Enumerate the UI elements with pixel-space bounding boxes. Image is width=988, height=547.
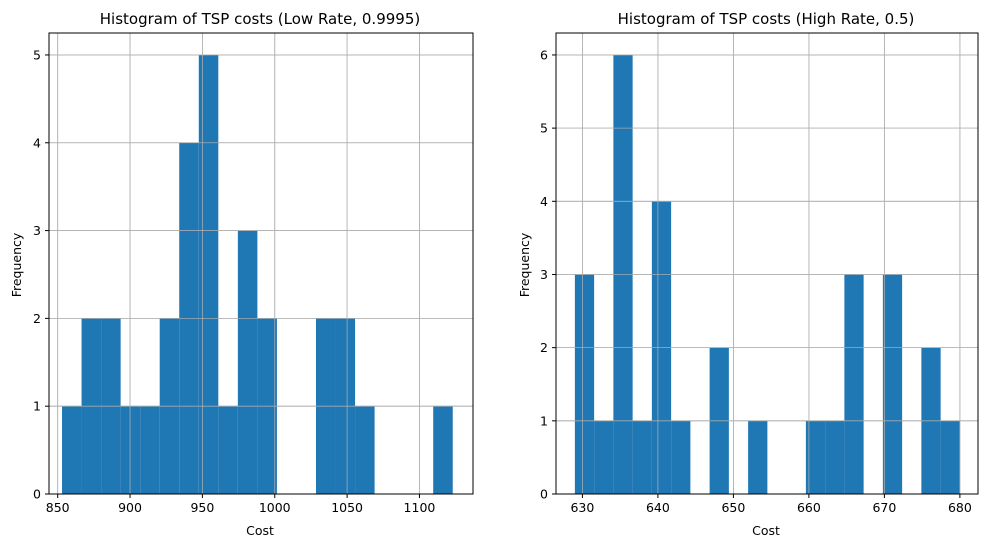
left-histogram-bar — [355, 406, 375, 494]
right-histogram-bar — [844, 274, 864, 494]
right-axes-frame — [555, 32, 979, 495]
left-histogram-bar — [198, 54, 219, 494]
left-histogram-bar — [218, 406, 238, 494]
left-x-tick-label: 900 — [118, 500, 142, 515]
right-histogram-bar — [805, 420, 826, 494]
left-y-tick-label: 4 — [33, 135, 41, 150]
left-x-tick-label: 1050 — [331, 500, 363, 515]
left-axes-frame — [48, 32, 474, 495]
left-x-tick-label: 850 — [46, 500, 70, 515]
left-x-tick-label: 1100 — [404, 500, 436, 515]
right-histogram-bar — [594, 420, 614, 494]
right-y-tick-label: 4 — [540, 194, 548, 209]
right-histogram-bar — [882, 274, 903, 494]
right-histogram-bar — [574, 274, 595, 494]
right-y-tick-label: 2 — [540, 340, 548, 355]
right-x-tick-label: 630 — [570, 500, 594, 515]
left-y-tick-label: 2 — [33, 311, 41, 326]
right-chart-title: Histogram of TSP costs (High Rate, 0.5) — [618, 10, 915, 28]
left-x-axis-label: Cost — [246, 523, 274, 538]
right-x-tick-label: 650 — [721, 500, 745, 515]
left-x-tick-label: 950 — [190, 500, 214, 515]
right-histogram-bar — [671, 420, 691, 494]
right-y-tick-label: 5 — [540, 121, 548, 136]
right-x-tick-label: 680 — [948, 500, 972, 515]
left-y-tick-label: 3 — [33, 223, 41, 238]
right-x-tick-label: 670 — [872, 500, 896, 515]
left-histogram-bar — [140, 406, 160, 494]
right-y-tick-label: 3 — [540, 267, 548, 282]
left-y-tick-label: 5 — [33, 47, 41, 62]
right-y-tick-label: 6 — [540, 47, 548, 62]
left-y-axis-label: Frequency — [9, 232, 24, 297]
left-x-tick-label: 1000 — [259, 500, 291, 515]
left-histogram-bar — [433, 406, 453, 494]
left-histogram-panel: Histogram of TSP costs (Low Rate, 0.9995… — [9, 10, 474, 538]
right-histogram-bar — [632, 420, 652, 494]
left-y-tick-label: 1 — [33, 399, 41, 414]
right-histogram-bar — [748, 420, 768, 494]
right-y-axis-label: Frequency — [517, 232, 532, 297]
right-histogram-bar — [940, 420, 960, 494]
right-x-axis-label: Cost — [752, 523, 780, 538]
left-chart-title: Histogram of TSP costs (Low Rate, 0.9995… — [100, 10, 420, 28]
left-y-tick-label: 0 — [33, 487, 41, 502]
left-histogram-bar — [62, 406, 82, 494]
right-y-tick-label: 0 — [540, 487, 548, 502]
right-x-tick-label: 660 — [797, 500, 821, 515]
right-y-tick-label: 1 — [540, 413, 548, 428]
right-histogram-panel: Histogram of TSP costs (High Rate, 0.5) … — [517, 10, 979, 538]
left-histogram-bar — [237, 230, 258, 495]
right-histogram-bar — [825, 420, 845, 494]
right-x-tick-label: 640 — [646, 500, 670, 515]
